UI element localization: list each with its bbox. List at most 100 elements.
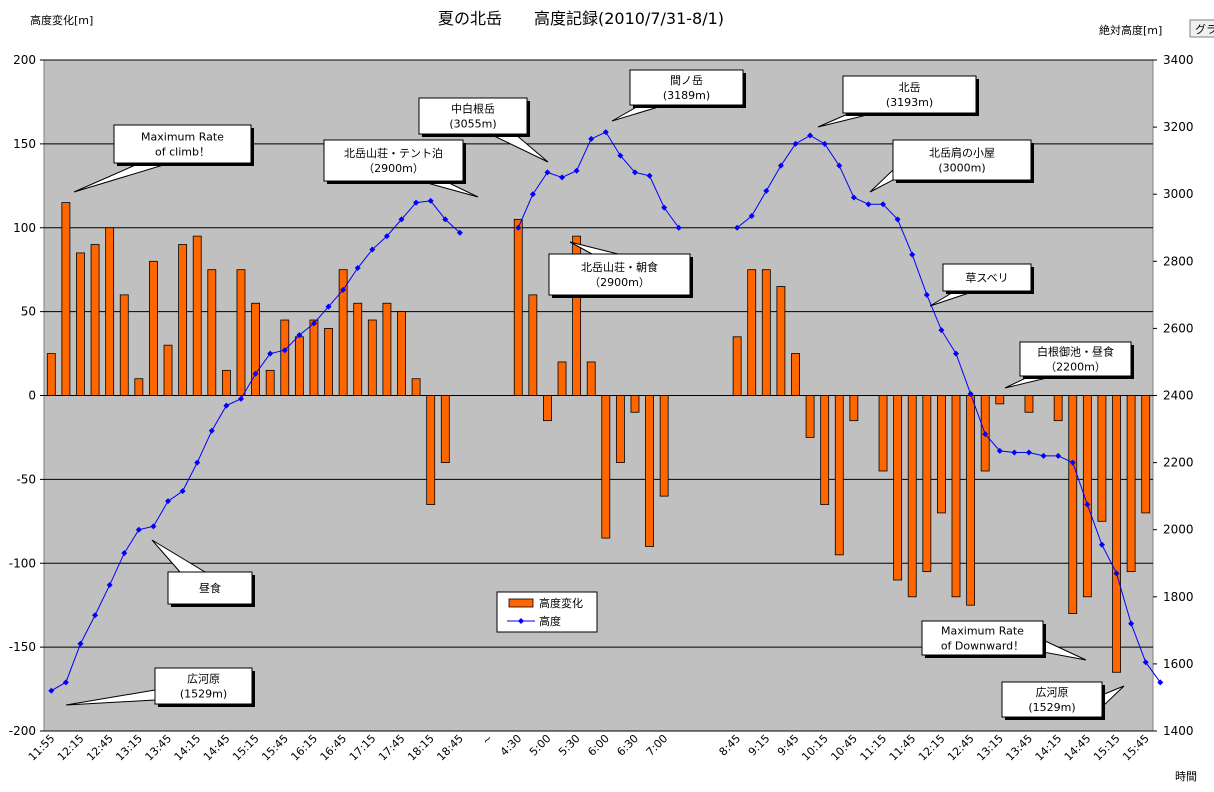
altitude-point [398, 216, 405, 223]
bar [149, 260, 158, 396]
bar [1082, 395, 1092, 598]
altitude-point [194, 459, 201, 466]
altitude-point [1113, 570, 1120, 577]
bar [951, 395, 961, 598]
bar [236, 269, 246, 396]
x-tick-label: 13:45 [143, 732, 175, 764]
right-tick-label: 2000 [1163, 523, 1194, 537]
callout-text: (3000m) [938, 162, 985, 175]
altitude-point [602, 129, 609, 136]
bar [776, 286, 786, 396]
callout-text: （2900m） [589, 276, 650, 289]
bar [178, 244, 188, 396]
callout: 間ノ岳 (3189m) [611, 69, 746, 122]
callout-text: 北岳山荘・テント泊 [344, 147, 443, 160]
bar [324, 327, 333, 396]
altitude-point [310, 320, 317, 327]
callout-text: （2900m） [363, 162, 424, 175]
altitude-point [237, 395, 244, 402]
x-tick-label: 8:45 [717, 732, 744, 759]
bar [1024, 395, 1034, 413]
bar [46, 353, 56, 396]
altitude-point [121, 550, 128, 557]
bar [134, 378, 144, 396]
altitude-line [736, 134, 1161, 683]
altitude-point [631, 169, 638, 176]
x-tick-label: 15:45 [1120, 732, 1152, 764]
bar [251, 302, 260, 396]
altitude-point [281, 347, 288, 354]
bar [645, 395, 654, 547]
altitude-point [880, 201, 887, 208]
callout-box [323, 139, 464, 182]
bar [440, 395, 450, 463]
altitude-point [150, 523, 157, 530]
bar [1097, 395, 1107, 522]
callout-box [629, 69, 744, 106]
altitude-point [1040, 452, 1047, 459]
altitude-point [544, 169, 551, 176]
x-tick-label: 17:45 [376, 732, 408, 764]
x-tick-label: 12:45 [84, 732, 116, 764]
bar [105, 227, 115, 396]
callout-text: Maximum Rate [141, 131, 224, 144]
altitude-point [646, 172, 653, 179]
x-tick-label: 12:15 [916, 732, 948, 764]
bar [411, 378, 421, 396]
x-tick-label: 14:15 [1033, 732, 1065, 764]
bar [557, 361, 567, 396]
callout-box [113, 124, 252, 164]
altitude-point [135, 526, 142, 533]
callout-text: (1529m) [1028, 701, 1075, 714]
callout-box [842, 75, 977, 114]
altitude-point [1069, 459, 1076, 466]
altitude-point [1084, 501, 1091, 508]
callout-text: (3193m) [886, 96, 933, 109]
x-tick-label: 13:45 [1003, 732, 1035, 764]
bar [907, 395, 917, 598]
callout: 草スベリ [929, 263, 1034, 307]
right-tick-label: 1800 [1163, 590, 1194, 604]
left-tick-label: -100 [9, 556, 36, 570]
bar [995, 395, 1005, 405]
chart-title: 夏の北岳 高度記録(2010/7/31-8/1) [438, 9, 724, 28]
callout: 北岳山荘・テント泊 （2900m） [323, 139, 479, 198]
corner-tab[interactable]: グラ [1189, 19, 1214, 38]
bar [1068, 395, 1078, 614]
altitude-point [996, 447, 1003, 454]
x-tick-label: 10:15 [799, 732, 831, 764]
left-axis-ticks: 200 150 100 50 0 -50 -100 -150 -200 [9, 53, 44, 738]
altitude-line [517, 131, 680, 229]
callout-box [892, 139, 1032, 181]
bar [791, 353, 800, 396]
x-tick-label: 18:15 [405, 732, 437, 764]
callout-text: 北岳 [899, 81, 921, 94]
altitude-point [165, 498, 172, 505]
right-tick-label: 2400 [1163, 389, 1194, 403]
altitude-point [923, 291, 930, 298]
bar [61, 202, 71, 396]
x-tick-label: 4:30 [498, 732, 525, 759]
callout-text: of climb！ [155, 146, 210, 159]
bar [528, 294, 538, 396]
right-tick-label: 1400 [1163, 724, 1194, 738]
altitude-point [777, 162, 784, 169]
callout-text: 中白根岳 [451, 102, 495, 116]
x-tick-label: 15:15 [1091, 732, 1123, 764]
altitude-point [1128, 620, 1135, 627]
bar [543, 395, 552, 422]
x-tick-label: 11:45 [887, 732, 919, 764]
left-tick-label: 0 [28, 389, 36, 403]
altitude-point [456, 229, 463, 236]
x-tick-label: 6:00 [585, 732, 612, 759]
altitude-point [325, 303, 332, 310]
x-tick-label: 9:45 [775, 732, 802, 759]
bar [382, 302, 392, 396]
right-tick-label: 2800 [1163, 254, 1194, 268]
bar [615, 395, 625, 463]
right-axis-ticks: 3400 3200 3000 2800 2600 2400 2200 2000 1800 1600… [1153, 53, 1194, 738]
altitude-point [807, 132, 814, 139]
bar [572, 235, 582, 396]
